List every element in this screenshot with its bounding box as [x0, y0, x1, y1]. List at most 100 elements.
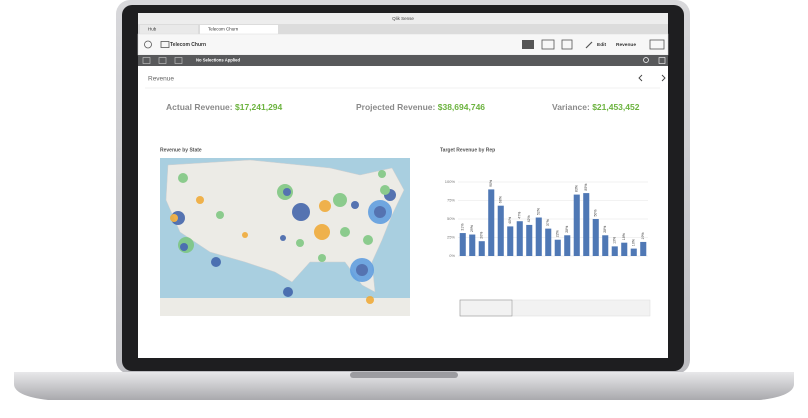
sheet-button[interactable]: Revenue	[616, 42, 636, 48]
data-label: 22%	[556, 230, 560, 237]
y-tick-label: 25%	[447, 235, 455, 240]
bar	[478, 241, 485, 256]
selection-status: No Selections Applied	[196, 58, 240, 63]
data-label: 19%	[641, 232, 645, 239]
export-icon[interactable]	[561, 39, 573, 50]
tab-label: Hub	[148, 27, 157, 32]
bar	[507, 226, 514, 256]
bubble	[374, 206, 386, 218]
data-label: 10%	[632, 239, 636, 246]
bubble	[351, 201, 359, 209]
bubble	[363, 235, 373, 245]
window-title: Qlik Sense	[392, 16, 414, 21]
data-label: 31%	[461, 224, 465, 231]
bubble	[283, 287, 293, 297]
bar	[640, 241, 647, 256]
data-label: 13%	[613, 237, 617, 244]
bubble	[216, 211, 224, 219]
bookmark-icon[interactable]	[541, 39, 555, 50]
tab[interactable]	[200, 25, 278, 34]
clear-icon[interactable]	[174, 57, 183, 64]
bubble	[211, 257, 221, 267]
bubble	[380, 185, 390, 195]
bubble	[333, 193, 347, 207]
bar	[621, 242, 628, 256]
title-bar	[138, 13, 668, 24]
tab-strip	[138, 24, 668, 34]
bar	[516, 221, 523, 256]
data-label: 50%	[594, 209, 598, 216]
bar	[630, 248, 637, 256]
app-toolbar	[137, 33, 669, 56]
bubble	[280, 235, 286, 241]
kpi-label: Variance:	[552, 102, 590, 112]
y-tick-label: 50%	[447, 216, 455, 221]
bar	[526, 224, 533, 256]
story-icon[interactable]	[522, 40, 534, 49]
data-label: 90%	[489, 180, 493, 187]
bar	[602, 235, 609, 256]
edit-button[interactable]: Edit	[597, 42, 606, 48]
y-tick-label: 75%	[447, 198, 455, 203]
data-label: 37%	[546, 219, 550, 226]
bubble	[170, 214, 178, 222]
bar	[592, 219, 599, 256]
kpi: Variance: $21,453,452	[552, 102, 640, 112]
tab-label: Telecom Churn	[208, 27, 239, 32]
bar	[545, 228, 552, 256]
nav-icon[interactable]	[144, 40, 152, 49]
data-label: 40%	[508, 217, 512, 224]
bubble	[292, 203, 310, 221]
bubble	[314, 224, 330, 240]
scroll-thumb[interactable]	[459, 299, 513, 317]
bar	[564, 235, 571, 256]
select-icon[interactable]	[658, 57, 666, 64]
chart-title: Target Revenue by Rep	[440, 147, 495, 153]
data-label: 47%	[518, 212, 522, 219]
scrollbar[interactable]	[459, 299, 651, 317]
data-label: 18%	[622, 233, 626, 240]
data-label: 52%	[537, 208, 541, 215]
laptop-base	[14, 372, 794, 400]
bar	[459, 233, 466, 256]
list-icon[interactable]	[160, 41, 170, 48]
app-title: Telecom Churn	[170, 42, 206, 48]
bar	[497, 205, 504, 256]
bar	[611, 246, 618, 256]
kpi-label: Projected Revenue:	[356, 102, 436, 112]
bubble	[356, 264, 368, 276]
kpi: Actual Revenue: $17,241,294	[166, 102, 283, 112]
sheet-title: Revenue	[148, 76, 174, 83]
map-bubbles	[170, 170, 396, 304]
bar-chart: 0% 25% 50% 75% 100% 31% 29% 20% 90% 68% 40% 47% 42% 5…	[445, 179, 648, 258]
kpi-label: Actual Revenue:	[166, 102, 233, 112]
sheets-icon[interactable]	[649, 39, 665, 50]
sheet-nav[interactable]	[638, 74, 666, 82]
data-label: 42%	[527, 215, 531, 222]
back-icon[interactable]	[142, 57, 151, 64]
bubble	[283, 188, 291, 196]
land	[165, 159, 405, 293]
search-icon[interactable]	[643, 57, 649, 63]
data-label: 29%	[470, 225, 474, 232]
bar	[488, 189, 495, 256]
data-label: 20%	[480, 232, 484, 239]
bubble	[178, 173, 188, 183]
bar	[535, 217, 542, 256]
data-label: 28%	[565, 226, 569, 233]
map-title: Revenue by State	[160, 147, 202, 153]
data-label: 83%	[575, 185, 579, 192]
base-notch	[350, 372, 458, 378]
bar	[583, 193, 590, 256]
edit-icon	[585, 41, 593, 49]
data-label: 68%	[499, 196, 503, 203]
tab[interactable]	[140, 25, 198, 34]
forward-icon[interactable]	[158, 57, 167, 64]
bar	[469, 234, 476, 256]
bubble	[180, 243, 188, 251]
data-label: 85%	[584, 184, 588, 191]
kpi-value: $17,241,294	[235, 102, 283, 112]
bubble	[366, 296, 374, 304]
selection-bar	[138, 55, 668, 66]
